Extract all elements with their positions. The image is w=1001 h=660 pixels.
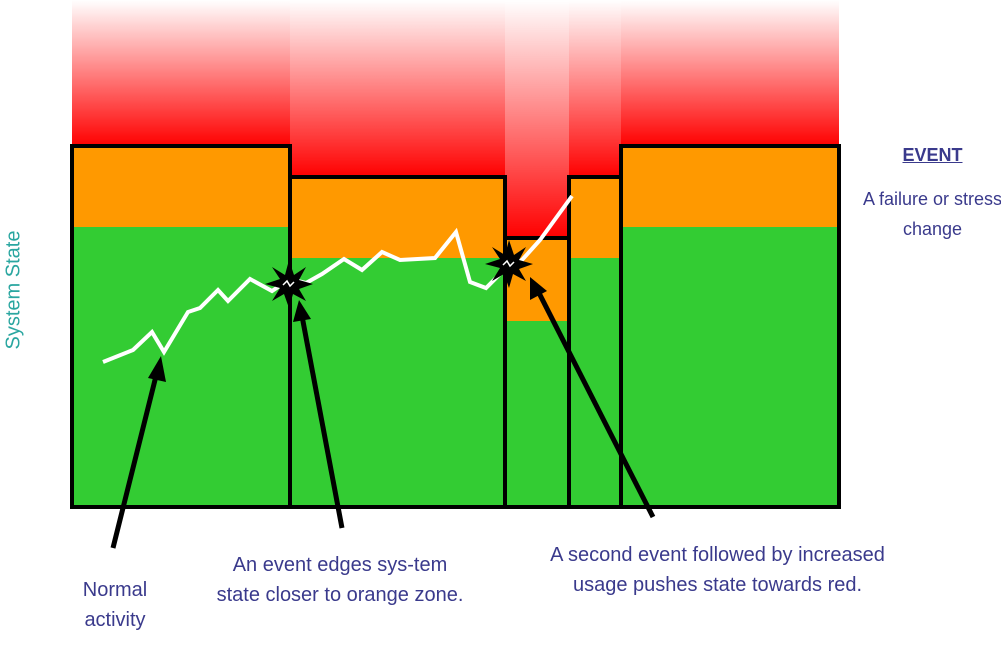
state-block-4 — [567, 175, 623, 509]
starburst-icon — [485, 240, 533, 288]
arrow-first-event — [293, 300, 345, 529]
state-block-3 — [503, 236, 571, 509]
legend-title: EVENT — [902, 145, 963, 165]
caption-second-event: A second event followed by increased usa… — [550, 544, 885, 596]
red-zone-5 — [621, 0, 839, 146]
red-zone-4 — [569, 0, 621, 177]
state-block-1 — [70, 144, 292, 509]
state-block-5 — [619, 144, 841, 509]
red-zone-3 — [505, 0, 569, 238]
caption-first-event: An event edges sys-tem state closer to o… — [216, 554, 464, 606]
event-legend: EVENT A failure or stress change — [860, 145, 1001, 244]
arrow-normal-activity — [110, 356, 166, 549]
state-block-2 — [288, 175, 507, 509]
red-zone-1 — [72, 0, 290, 146]
caption-normal-activity: Normal activity — [82, 579, 148, 631]
starburst-icon — [265, 260, 313, 308]
system-state-line — [102, 194, 574, 364]
legend-description: A failure or stress change — [862, 189, 1001, 239]
red-zone-2 — [290, 0, 505, 177]
arrow-second-event — [530, 277, 656, 519]
